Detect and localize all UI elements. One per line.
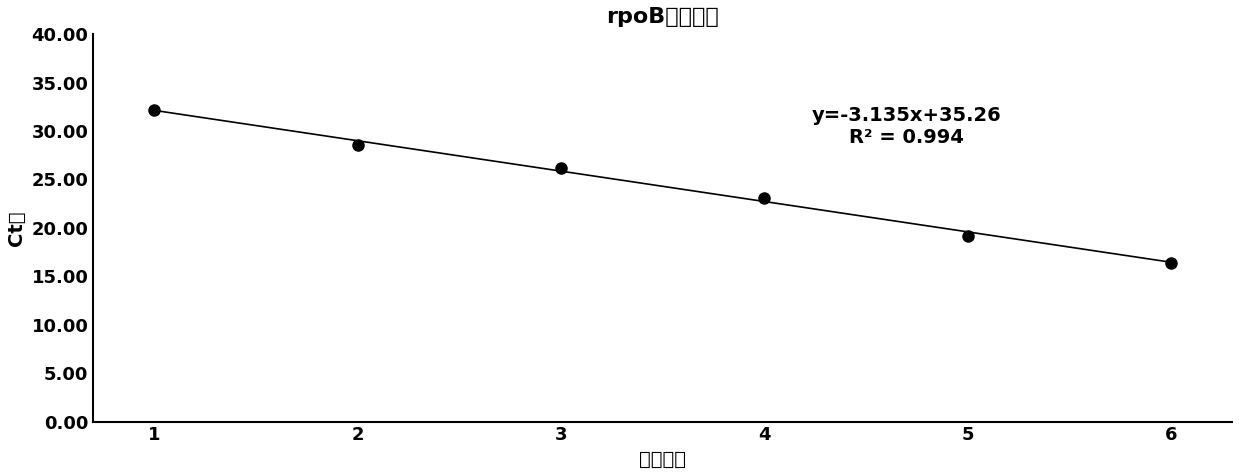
Point <box>755 194 774 201</box>
Title: rpoB基因引物: rpoB基因引物 <box>606 7 719 27</box>
Point <box>1161 259 1181 267</box>
Point <box>348 141 368 149</box>
Point <box>551 165 571 172</box>
Point <box>144 107 164 114</box>
Text: y=-3.135x+35.26
R² = 0.994: y=-3.135x+35.26 R² = 0.994 <box>812 106 1001 147</box>
Point <box>958 232 978 240</box>
Y-axis label: Ct値: Ct値 <box>7 210 26 246</box>
X-axis label: 浓度梯度: 浓度梯度 <box>639 450 686 469</box>
